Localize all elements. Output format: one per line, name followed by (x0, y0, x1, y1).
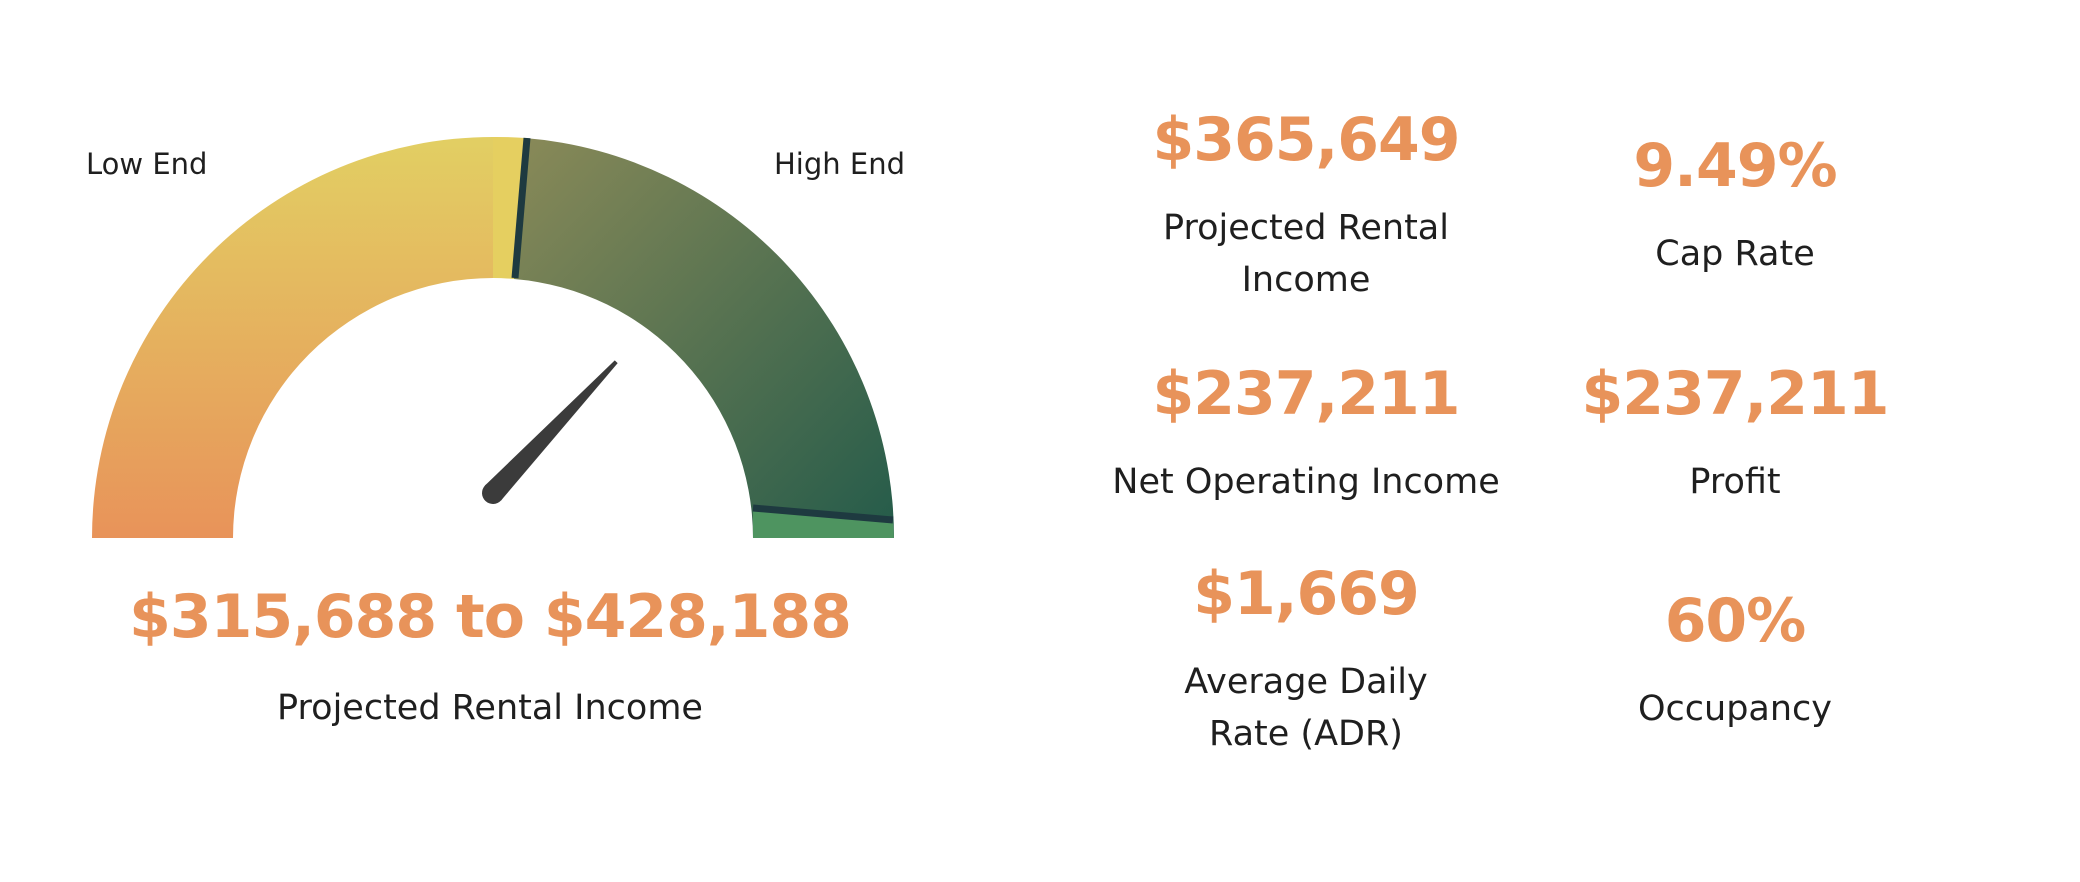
projected-range-value: $315,688 to $428,188 (129, 582, 852, 652)
gauge-chart (92, 136, 895, 538)
metric-average-daily-rate: $1,669 Average Daily Rate (ADR) (1096, 558, 1516, 760)
gauge-band-low (92, 137, 493, 538)
metric-label: Net Operating Income (1112, 462, 1500, 502)
metric-label: Average Daily Rate (ADR) (1184, 662, 1428, 754)
gauge-band-tip (753, 508, 894, 538)
metric-value: $1,669 (1193, 559, 1420, 629)
metric-value: $365,649 (1152, 105, 1460, 175)
gauge-high-marker (752, 504, 894, 524)
metric-label: Cap Rate (1655, 234, 1815, 274)
metric-value: $237,211 (1152, 359, 1460, 429)
gauge-low-marker (511, 137, 531, 279)
metric-net-operating-income: $237,211 Net Operating Income (1096, 358, 1516, 508)
metric-label: Occupancy (1637, 689, 1833, 729)
gauge-high-label: High End (774, 147, 905, 181)
metric-occupancy: 60% Occupancy (1525, 585, 1945, 735)
metric-value: 60% (1664, 586, 1807, 656)
metric-profit: $237,211 Profit (1525, 358, 1945, 508)
metric-cap-rate: 9.49% Cap Rate (1525, 130, 1945, 280)
gauge-band-mid (493, 136, 525, 279)
metric-value: 9.49% (1633, 131, 1837, 201)
gauge-low-label: Low End (86, 147, 208, 181)
gauge-band-high (514, 138, 895, 538)
projected-range-caption: Projected Rental Income (277, 688, 703, 728)
metric-label: Projected Rental Income (1163, 208, 1449, 300)
gauge-needle (482, 360, 618, 504)
metric-value: $237,211 (1581, 359, 1889, 429)
metric-projected-rental-income: $365,649 Projected Rental Income (1096, 104, 1516, 306)
metric-label: Profit (1689, 462, 1781, 502)
